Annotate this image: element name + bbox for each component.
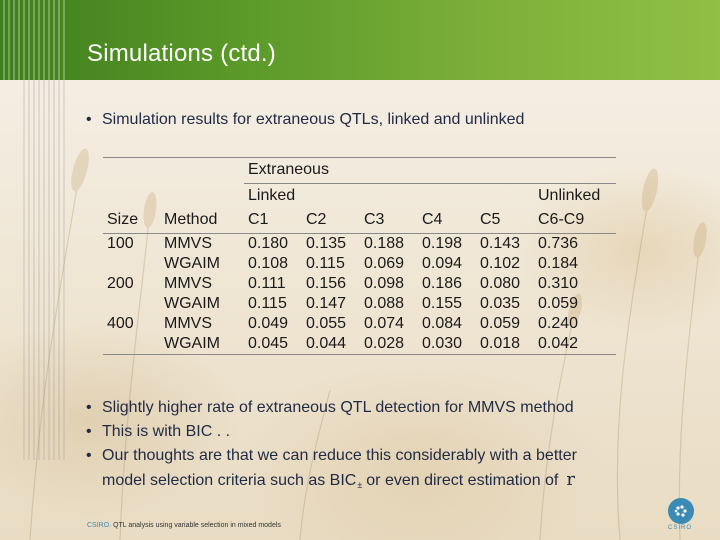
cell-value: 0.156 (306, 274, 347, 292)
cell-value: 0.045 (244, 333, 302, 355)
cell-size (103, 333, 160, 355)
cell-size (103, 294, 160, 314)
bullet-text: model selection criteria such as BIC (102, 472, 357, 489)
bic-subscript-marker: ± (357, 480, 363, 490)
cell-value: 0.055 (306, 314, 347, 332)
cell-size: 400 (107, 314, 134, 332)
cell-value: 0.188 (364, 234, 405, 252)
bullet-text: or even direct estimation of (366, 472, 559, 489)
col-header-size: Size (103, 208, 160, 234)
cell-value: 0.084 (422, 314, 463, 332)
cell-value: 0.186 (422, 274, 463, 292)
bullet-continuation: model selection criteria such as BIC± or … (86, 468, 686, 494)
cell-value: 0.198 (422, 234, 463, 252)
cell-value: 0.135 (306, 234, 347, 252)
table-row: WGAIM 0.045 0.044 0.028 0.030 0.018 0.04… (103, 333, 616, 355)
slide-title: Simulations (ctd.) (87, 40, 276, 67)
cell-value: 0.044 (302, 333, 360, 355)
title-bar: Simulations (ctd.) (0, 0, 720, 80)
cell-value: 0.059 (538, 294, 579, 312)
bullet-dot: • (86, 399, 92, 416)
cell-value: 0.035 (480, 294, 521, 312)
cell-value: 0.088 (364, 294, 405, 312)
cell-value: 0.115 (306, 254, 345, 272)
csiro-logo-icon (668, 498, 694, 524)
cell-value: 0.108 (248, 254, 289, 272)
cell-value: 0.147 (306, 294, 347, 312)
cell-value: 0.069 (364, 254, 405, 272)
col-header-c6-c9: C6-C9 (534, 208, 616, 234)
cell-value: 0.028 (360, 333, 418, 355)
cell-value: 0.180 (248, 234, 289, 252)
cell-method: WGAIM (164, 254, 220, 272)
cell-method: WGAIM (164, 294, 220, 312)
cell-value: 0.184 (538, 254, 579, 272)
cell-method: MMVS (164, 234, 212, 252)
cell-value: 0.059 (480, 314, 521, 332)
logo-mark-icon (674, 505, 687, 517)
cell-method: WGAIM (160, 333, 244, 355)
table-row: WGAIM 0.108 0.115 0.069 0.094 0.102 0.18… (103, 254, 616, 274)
col-header-c2: C2 (302, 208, 360, 234)
results-table: Extraneous Linked Unlinked Size Method C… (103, 157, 616, 355)
side-stripes-decoration (23, 80, 65, 460)
col-header-c4: C4 (418, 208, 476, 234)
cell-value: 0.018 (476, 333, 534, 355)
cell-method: MMVS (164, 314, 212, 332)
col-header-c1: C1 (244, 208, 302, 234)
cell-value: 0.736 (538, 234, 579, 252)
bullet-dot: • (86, 447, 92, 464)
table-row: 200 MMVS 0.111 0.156 0.098 0.186 0.080 0… (103, 274, 616, 294)
table-row: 100 MMVS 0.180 0.135 0.188 0.198 0.143 0… (103, 233, 616, 254)
bullet-dot: • (86, 423, 92, 440)
header-unlinked: Unlinked (538, 186, 601, 204)
col-header-c5: C5 (476, 208, 534, 234)
cell-value: 0.310 (538, 274, 579, 292)
table-header-row-columns: Size Method C1 C2 C3 C4 C5 C6-C9 (103, 208, 616, 234)
cell-value: 0.030 (418, 333, 476, 355)
findings-bullet-list: • Slightly higher rate of extraneous QTL… (86, 396, 686, 494)
header-linked: Linked (248, 186, 296, 204)
header-stripes-decoration (3, 0, 65, 80)
table-header-row-group: Extraneous (103, 157, 616, 184)
col-header-c3: C3 (360, 208, 418, 234)
col-header-method: Method (160, 208, 244, 234)
bullet-item: • Slightly higher rate of extraneous QTL… (86, 396, 686, 420)
cell-size: 100 (107, 234, 134, 252)
bullet-item: • Our thoughts are that we can reduce th… (86, 444, 686, 468)
cell-value: 0.080 (480, 274, 521, 292)
footer: CSIRO. QTL analysis using variable selec… (87, 522, 281, 529)
cell-value: 0.111 (248, 274, 286, 292)
table-row: 400 MMVS 0.049 0.055 0.074 0.084 0.059 0… (103, 314, 616, 334)
bullet-text: Slightly higher rate of extraneous QTL d… (102, 399, 574, 416)
intro-bullet-text: Simulation results for extraneous QTLs, … (102, 111, 525, 128)
header-extraneous: Extraneous (244, 157, 616, 184)
cell-value: 0.155 (422, 294, 463, 312)
table-row: WGAIM 0.115 0.147 0.088 0.155 0.035 0.05… (103, 294, 616, 314)
cell-value: 0.240 (538, 314, 579, 332)
cell-value: 0.042 (534, 333, 616, 355)
cell-value: 0.115 (248, 294, 287, 312)
footer-text: QTL analysis using variable selection in… (113, 522, 281, 529)
cell-value: 0.074 (364, 314, 405, 332)
footer-brand: CSIRO. (87, 522, 112, 529)
table-header-row-linkage: Linked Unlinked (103, 183, 616, 208)
bullet-text: Our thoughts are that we can reduce this… (102, 447, 577, 464)
cell-value: 0.049 (248, 314, 289, 332)
bullet-dot: • (86, 111, 92, 128)
bullet-item: • This is with BIC . . (86, 420, 686, 444)
cell-size (103, 254, 160, 274)
greek-symbol: r (566, 469, 575, 490)
cell-value: 0.102 (480, 254, 521, 272)
bullet-text: This is with BIC . . (102, 423, 231, 440)
cell-value: 0.098 (364, 274, 405, 292)
intro-bullet: • Simulation results for extraneous QTLs,… (86, 111, 524, 129)
cell-value: 0.143 (480, 234, 521, 252)
cell-size: 200 (107, 274, 134, 292)
cell-value: 0.094 (422, 254, 463, 272)
logo-label: CSIRO (668, 525, 693, 531)
cell-method: MMVS (164, 274, 212, 292)
